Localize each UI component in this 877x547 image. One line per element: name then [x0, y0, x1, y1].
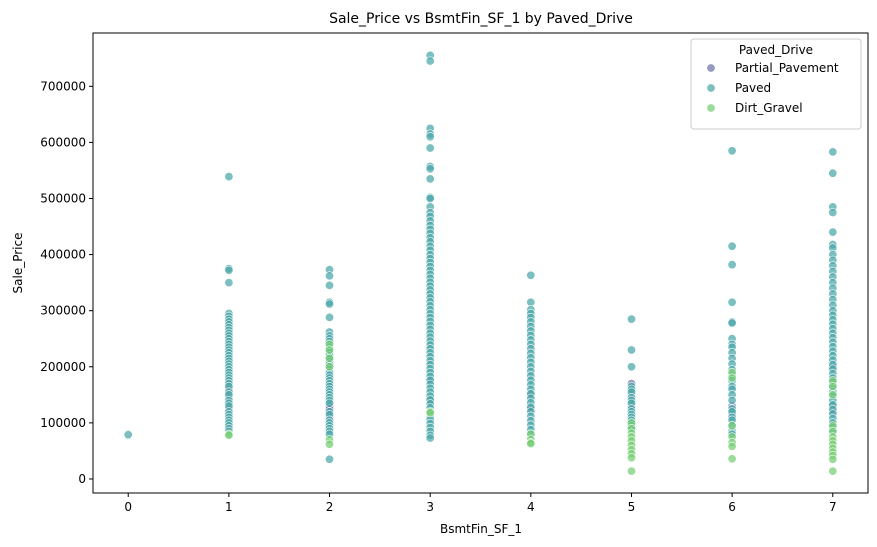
y-tick-label: 500000 — [40, 191, 86, 205]
legend-entries: Partial_Pavement Paved Dirt_Gravel — [706, 61, 839, 115]
y-tick-label: 400000 — [40, 248, 86, 262]
data-point — [727, 241, 737, 251]
data-point — [727, 395, 737, 405]
data-point — [425, 194, 435, 204]
y-tick-label: 700000 — [40, 79, 86, 93]
x-tick-label: 7 — [829, 500, 837, 514]
chart-title: Sale_Price vs BsmtFin_SF_1 by Paved_Driv… — [329, 11, 633, 27]
x-tick-label: 0 — [124, 500, 132, 514]
data-point — [324, 345, 334, 355]
data-point — [425, 174, 435, 184]
data-point — [425, 408, 435, 418]
x-tick-label: 5 — [628, 500, 636, 514]
data-point — [324, 312, 334, 322]
data-point — [425, 56, 435, 66]
data-point — [727, 146, 737, 156]
data-point — [727, 454, 737, 464]
data-point — [526, 439, 536, 449]
data-point — [828, 466, 838, 476]
data-point — [425, 164, 435, 174]
data-point — [828, 454, 838, 464]
data-point — [224, 430, 234, 440]
x-axis-label: BsmtFin_SF_1 — [440, 522, 522, 536]
data-point — [526, 270, 536, 280]
data-point — [425, 143, 435, 153]
data-point — [828, 390, 838, 400]
data-point — [224, 265, 234, 275]
data-point — [828, 227, 838, 237]
legend-marker — [706, 103, 716, 113]
legend-label: Partial_Pavement — [735, 61, 839, 75]
data-point — [727, 373, 737, 383]
x-tick-label: 6 — [728, 500, 736, 514]
data-point — [626, 466, 636, 476]
plot-frame — [92, 32, 869, 494]
data-point — [324, 353, 334, 363]
data-point — [324, 280, 334, 290]
y-tick-label: 100000 — [40, 416, 86, 430]
y-tick-label: 600000 — [40, 135, 86, 149]
data-point — [324, 271, 334, 281]
data-point — [324, 299, 334, 309]
data-point — [626, 314, 636, 324]
y-tick-label: 200000 — [40, 360, 86, 374]
data-point — [324, 398, 334, 408]
y-tick-label: 300000 — [40, 304, 86, 318]
x-tick-label: 3 — [426, 500, 434, 514]
data-point — [727, 421, 737, 431]
data-point — [224, 278, 234, 288]
legend-label: Dirt_Gravel — [735, 101, 803, 115]
data-point — [224, 172, 234, 182]
legend-label: Paved — [735, 81, 771, 95]
legend-title: Paved_Drive — [739, 43, 813, 57]
data-point — [828, 208, 838, 218]
data-point — [727, 318, 737, 328]
legend-box — [690, 38, 862, 130]
x-tick-label: 4 — [527, 500, 535, 514]
legend-marker — [706, 83, 716, 93]
x-axis: 0 1 2 3 4 5 6 7 — [124, 493, 837, 514]
data-point — [425, 433, 435, 443]
data-point — [727, 297, 737, 307]
data-point — [727, 441, 737, 451]
data-point — [324, 362, 334, 372]
data-point — [324, 454, 334, 464]
data-point — [626, 345, 636, 355]
data-point — [727, 260, 737, 270]
y-axis-label: Sale_Price — [11, 233, 25, 294]
data-point — [425, 132, 435, 142]
x-tick-label: 2 — [326, 500, 334, 514]
series-dirt-gravel — [224, 339, 838, 476]
data-point — [324, 439, 334, 449]
legend: Paved_Drive Partial_Pavement Paved Dirt_Gr… — [690, 38, 862, 130]
data-point — [828, 168, 838, 178]
y-axis: 0 100000 200000 300000 400000 500000 600000 700… — [40, 79, 93, 486]
points-layer — [123, 50, 838, 476]
data-point — [828, 381, 838, 391]
x-tick-label: 1 — [225, 500, 233, 514]
data-point — [828, 147, 838, 157]
legend-marker — [706, 63, 716, 73]
data-point — [626, 362, 636, 372]
y-tick-label: 0 — [78, 472, 86, 486]
data-point — [626, 453, 636, 463]
data-point — [123, 430, 133, 440]
